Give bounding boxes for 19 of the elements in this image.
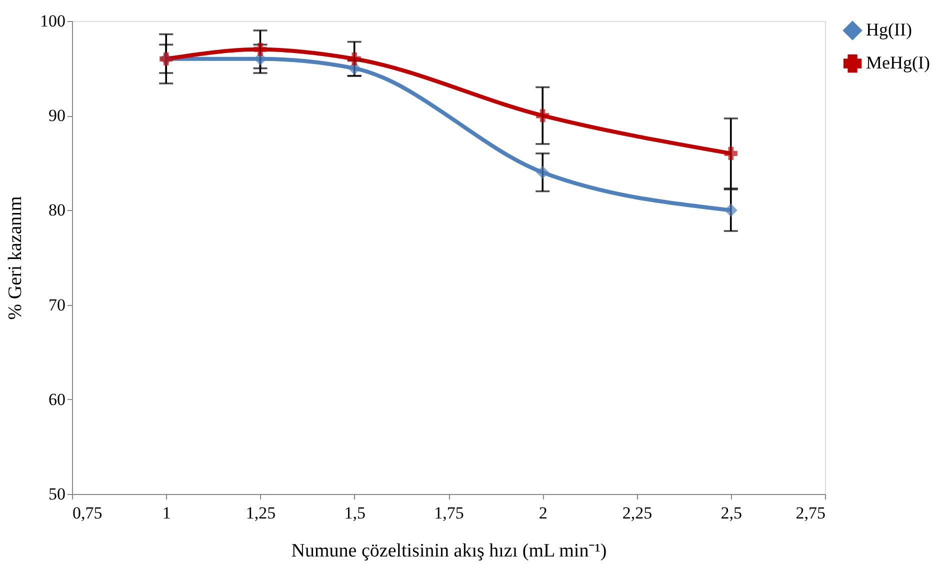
x-tick-label: 2,75 — [796, 504, 826, 522]
x-tick-label: 1 — [162, 504, 171, 522]
legend-label: Hg(II) — [866, 20, 912, 40]
x-tick-label: 2,25 — [622, 504, 652, 522]
x-tick-label: 2 — [538, 504, 548, 522]
y-axis-title: % Geri kazanım — [5, 196, 26, 320]
x-tick-label: 1,25 — [246, 504, 276, 522]
x-axis-title: Numune çözeltisinin akış hızı (mL min⁻¹) — [291, 540, 607, 562]
y-tick-label: 50 — [48, 484, 66, 504]
y-tick-label: 100 — [40, 12, 66, 30]
y-tick-label: 90 — [48, 106, 66, 126]
x-tick-label: 0,75 — [72, 504, 102, 522]
y-tick-label: 70 — [48, 295, 66, 314]
x-tick-label: 2,5 — [720, 504, 742, 522]
x-tick-label: 1,5 — [344, 504, 366, 522]
legend-label: MeHg(I) — [866, 52, 930, 72]
x-tick-label: 1,75 — [434, 504, 464, 522]
y-tick-label: 60 — [48, 390, 66, 409]
y-tick-label: 80 — [48, 200, 66, 220]
